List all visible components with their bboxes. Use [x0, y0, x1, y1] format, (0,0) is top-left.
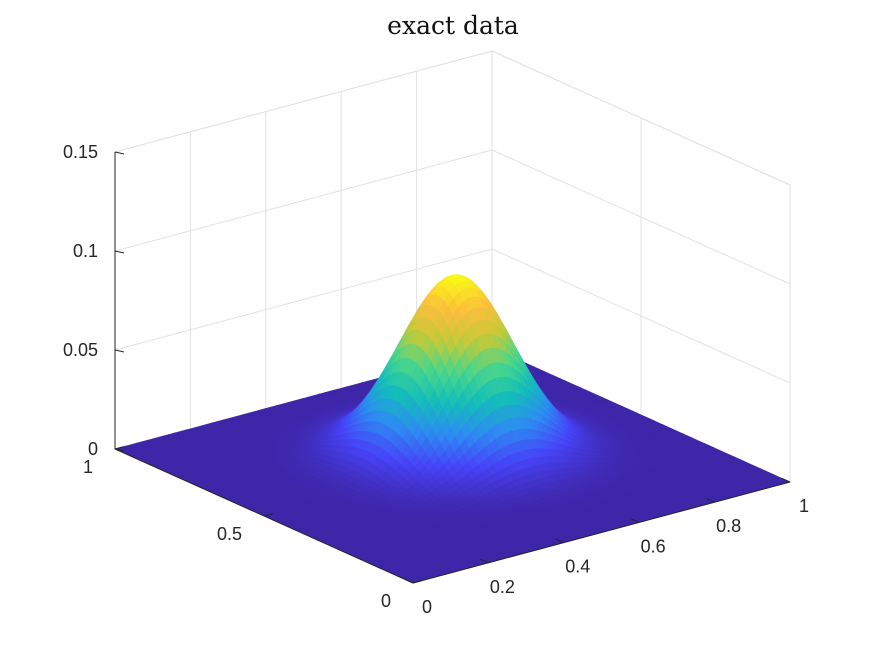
y-tick-label: 0.5: [217, 524, 242, 544]
gridline-z: [114, 248, 493, 351]
y-tick-mark: [114, 446, 125, 450]
gridline-z: [114, 149, 493, 252]
x-tick-label: 0.4: [565, 557, 590, 577]
y-tick-label: 1: [83, 457, 93, 477]
x-tick-mark: [630, 518, 640, 523]
x-tick-label: 0.6: [641, 536, 666, 556]
gridline-z: [491, 248, 791, 384]
x-tick-label: 1: [799, 496, 809, 516]
x-tick-label: 0.2: [490, 577, 515, 597]
x-tick-label: 0: [422, 597, 432, 617]
z-tick-mark: [114, 349, 125, 353]
x-tick-mark: [706, 498, 715, 503]
box-edge: [114, 50, 493, 153]
z-tick-label: 0.15: [63, 142, 98, 162]
x-tick-mark: [404, 578, 414, 584]
z-tick-mark: [114, 448, 125, 452]
y-tick-label: 0: [381, 591, 391, 611]
z-tick-label: 0: [88, 439, 98, 459]
z-tick-label: 0.1: [73, 241, 98, 261]
x-tick-mark: [781, 477, 791, 483]
y-tick-mark: [263, 513, 274, 517]
z-tick-label: 0.05: [63, 340, 98, 360]
gridline-z: [491, 149, 791, 285]
chart-title: exact data: [387, 11, 519, 40]
surface: [114, 274, 791, 584]
box-edge: [491, 50, 791, 186]
x-tick-mark: [480, 558, 489, 564]
y-tick-mark: [412, 580, 423, 584]
axes: [114, 151, 791, 584]
x-tick-mark: [555, 538, 565, 544]
z-tick-mark: [114, 250, 125, 254]
z-tick-mark: [114, 151, 125, 155]
x-tick-label: 0.8: [716, 516, 741, 536]
x-axis-line: [412, 481, 791, 584]
